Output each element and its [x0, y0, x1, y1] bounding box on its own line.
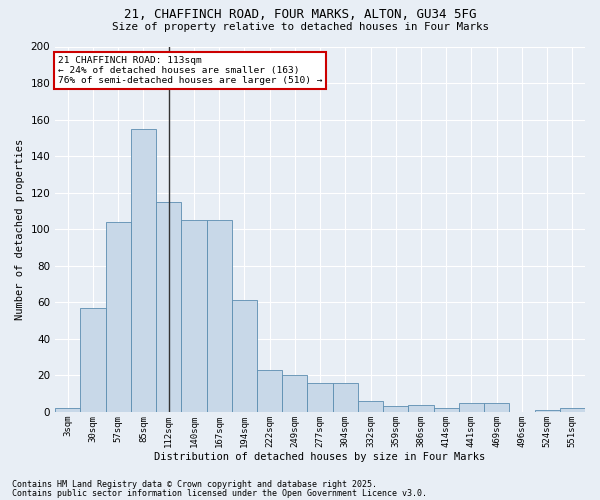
Bar [55, 408, 80, 412]
Bar [257, 370, 282, 412]
Bar [358, 401, 383, 412]
Bar [282, 376, 307, 412]
Bar [80, 308, 106, 412]
Bar [409, 404, 434, 412]
Bar [560, 408, 585, 412]
Bar [383, 406, 409, 412]
Bar [484, 403, 509, 412]
Bar [307, 382, 332, 412]
X-axis label: Distribution of detached houses by size in Four Marks: Distribution of detached houses by size … [154, 452, 486, 462]
Bar [206, 220, 232, 412]
Bar [106, 222, 131, 412]
Bar [434, 408, 459, 412]
Text: Contains HM Land Registry data © Crown copyright and database right 2025.: Contains HM Land Registry data © Crown c… [12, 480, 377, 489]
Text: Size of property relative to detached houses in Four Marks: Size of property relative to detached ho… [112, 22, 488, 32]
Y-axis label: Number of detached properties: Number of detached properties [15, 138, 25, 320]
Bar [459, 403, 484, 412]
Bar [232, 300, 257, 412]
Text: 21 CHAFFINCH ROAD: 113sqm
← 24% of detached houses are smaller (163)
76% of semi: 21 CHAFFINCH ROAD: 113sqm ← 24% of detac… [58, 56, 322, 86]
Bar [181, 220, 206, 412]
Text: 21, CHAFFINCH ROAD, FOUR MARKS, ALTON, GU34 5FG: 21, CHAFFINCH ROAD, FOUR MARKS, ALTON, G… [124, 8, 476, 20]
Bar [131, 128, 156, 412]
Text: Contains public sector information licensed under the Open Government Licence v3: Contains public sector information licen… [12, 488, 427, 498]
Bar [535, 410, 560, 412]
Bar [156, 202, 181, 412]
Bar [332, 382, 358, 412]
